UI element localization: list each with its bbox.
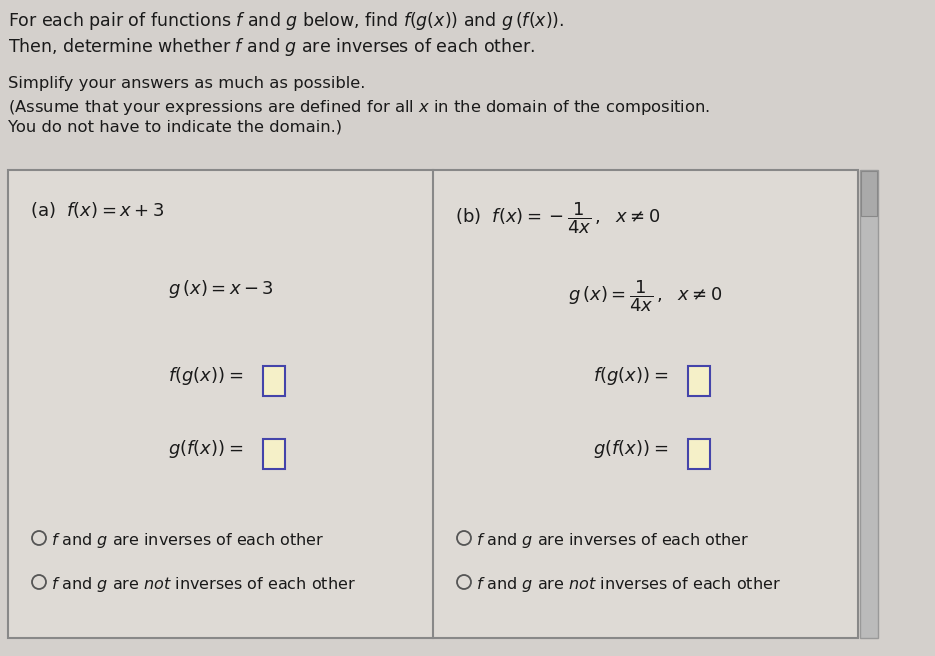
- Text: $g(f(x)) = $: $g(f(x)) = $: [168, 438, 243, 460]
- Bar: [861, 171, 877, 216]
- Bar: [860, 170, 878, 638]
- Text: $f$ and $g$ are inverses of each other: $f$ and $g$ are inverses of each other: [51, 531, 324, 550]
- Text: (b)  $f(x) = -\dfrac{1}{4x}\,,\ \ x \neq 0$: (b) $f(x) = -\dfrac{1}{4x}\,,\ \ x \neq …: [455, 200, 660, 236]
- Text: $f$ and $g$ are inverses of each other: $f$ and $g$ are inverses of each other: [476, 531, 750, 550]
- Text: Simplify your answers as much as possible.: Simplify your answers as much as possibl…: [8, 76, 366, 91]
- Text: (Assume that your expressions are defined for all $x$ in the domain of the compo: (Assume that your expressions are define…: [8, 98, 711, 117]
- Text: $f(g(x)) = $: $f(g(x)) = $: [168, 365, 243, 387]
- Text: $f(g(x)) = $: $f(g(x)) = $: [593, 365, 669, 387]
- Text: $f$ and $g$ are $\it{not}$ inverses of each other: $f$ and $g$ are $\it{not}$ inverses of e…: [476, 575, 781, 594]
- Text: For each pair of functions $\mathit{f}$ and $g$ below, find $f(g(x))$ and $g\,(f: For each pair of functions $\mathit{f}$ …: [8, 10, 565, 32]
- Text: You do not have to indicate the domain.): You do not have to indicate the domain.): [8, 120, 342, 135]
- Text: $f$ and $g$ are $\it{not}$ inverses of each other: $f$ and $g$ are $\it{not}$ inverses of e…: [51, 575, 355, 594]
- Bar: [263, 366, 284, 396]
- Bar: [263, 439, 284, 469]
- Text: (a)  $f(x) = x + 3$: (a) $f(x) = x + 3$: [30, 200, 165, 220]
- Text: $g(f(x)) = $: $g(f(x)) = $: [593, 438, 669, 460]
- Bar: [687, 366, 710, 396]
- Text: $g\,(x) = x - 3$: $g\,(x) = x - 3$: [167, 278, 273, 300]
- Bar: [687, 439, 710, 469]
- Text: Then, determine whether $\mathit{f}$ and $g$ are inverses of each other.: Then, determine whether $\mathit{f}$ and…: [8, 36, 535, 58]
- Text: $g\,(x) = \dfrac{1}{4x}\,,\ \ x \neq 0$: $g\,(x) = \dfrac{1}{4x}\,,\ \ x \neq 0$: [568, 278, 723, 314]
- Bar: [8, 170, 858, 638]
